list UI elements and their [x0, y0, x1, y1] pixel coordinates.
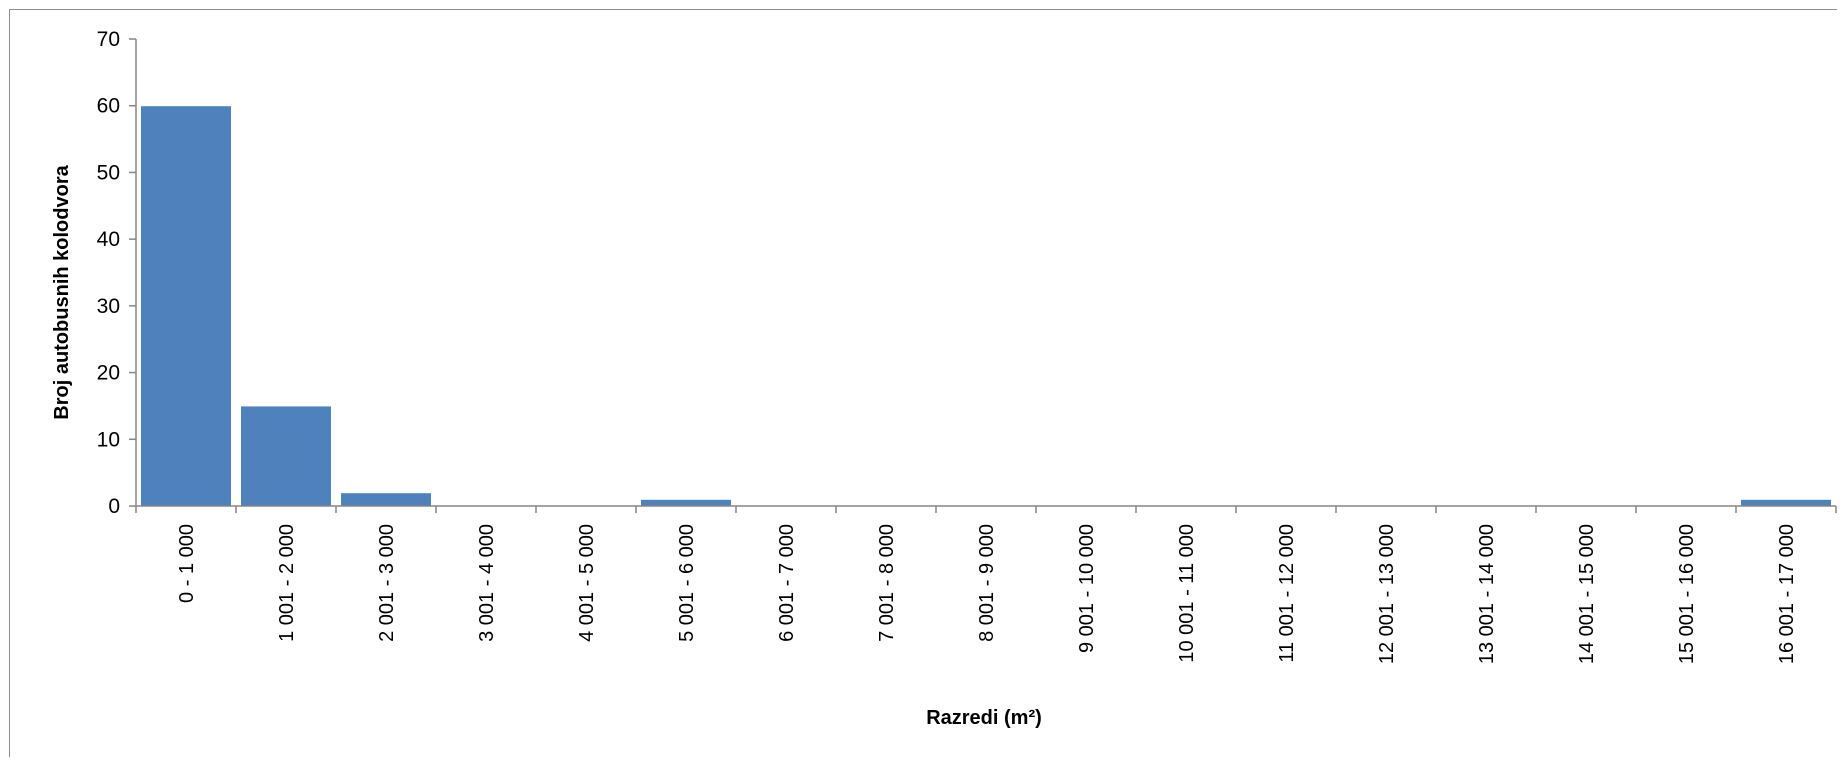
chart-frame — [9, 9, 1837, 757]
x-category-label: 3 001 - 4 000 — [476, 524, 498, 642]
x-category-label: 8 001 - 9 000 — [976, 524, 998, 642]
bar-0 — [140, 105, 232, 507]
y-tick-label: 0 — [108, 495, 120, 518]
x-category-label: 16 001 - 17 000 — [1776, 524, 1798, 664]
y-tick-label: 20 — [97, 362, 120, 385]
x-category-label: 5 001 - 6 000 — [676, 524, 698, 642]
x-category-label: 4 001 - 5 000 — [576, 524, 598, 642]
y-tick-label: 40 — [97, 228, 120, 251]
bar-5 — [640, 498, 732, 507]
axes-group — [135, 39, 1836, 507]
x-ticks-group: 0 - 1 000 1 001 - 2 000 2 001 - 3 000 3 001… — [135, 506, 1837, 664]
bar-2 — [340, 492, 432, 507]
x-category-label: 6 001 - 7 000 — [776, 524, 798, 642]
x-category-label: 12 001 - 13 000 — [1376, 524, 1398, 664]
x-category-label: 2 001 - 3 000 — [376, 524, 398, 642]
bars-group — [140, 105, 1832, 507]
y-tick-label: 50 — [97, 161, 120, 184]
x-category-label: 10 001 - 11 000 — [1176, 524, 1198, 663]
bar-1 — [240, 405, 332, 507]
y-tick-label: 60 — [97, 95, 120, 118]
y-tick-label: 30 — [97, 295, 120, 318]
x-category-label: 9 001 - 10 000 — [1076, 524, 1098, 653]
x-category-label: 11 001 - 12 000 — [1276, 524, 1298, 663]
y-ticks-group: 0 10 20 30 40 50 60 70 — [97, 28, 136, 518]
x-category-label: 7 001 - 8 000 — [876, 524, 898, 642]
x-category-label: 0 - 1 000 — [176, 524, 198, 603]
x-axis-title: Razredi (m²) — [926, 707, 1042, 729]
y-axis-title: Broj autobusnih kolodvora — [51, 164, 73, 419]
x-category-label: 15 001 - 16 000 — [1676, 524, 1698, 664]
x-category-label: 13 001 - 14 000 — [1476, 524, 1498, 664]
y-tick-label: 70 — [97, 28, 120, 51]
x-category-label: 1 001 - 2 000 — [276, 524, 298, 642]
y-tick-label: 10 — [97, 428, 120, 451]
x-category-label: 14 001 - 15 000 — [1576, 524, 1598, 664]
bar-16 — [1740, 498, 1832, 507]
